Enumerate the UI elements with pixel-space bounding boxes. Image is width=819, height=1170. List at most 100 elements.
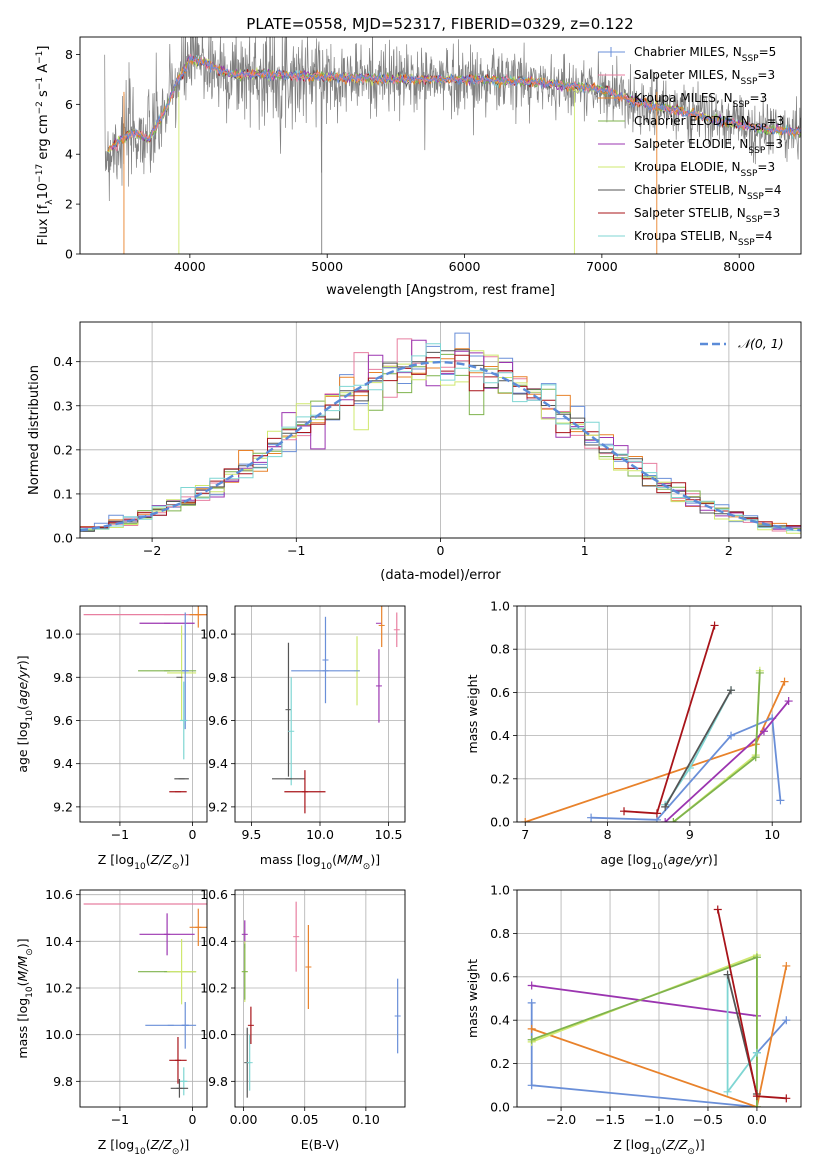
legend-entry-salpeter_stelib: Salpeter STELIB, NSSP=3: [634, 206, 780, 225]
legend-entry-salpeter_miles-part: SSP: [741, 77, 758, 87]
z_age-xlabel-part: (: [146, 852, 151, 867]
z_age-ytick-label: 9.2: [53, 799, 73, 814]
age_weight-xtick-label: 10: [764, 827, 780, 842]
ebv_mass-xtick-label: 0.05: [291, 1112, 319, 1127]
legend-entry-salpeter_stelib-part: =3: [763, 206, 781, 220]
ebv_mass-ytick-label: 9.8: [208, 1074, 228, 1089]
legend-entry-salpeter_stelib-part: Salpeter STELIB, N: [634, 206, 746, 220]
age_weight-marker-chabrier_miles: [587, 813, 596, 822]
mass_age-ytick-label: 9.6: [208, 713, 228, 728]
spectrum-model-salpeter_miles: [109, 53, 801, 152]
ebv_mass-xlabel: E(B-V): [301, 1137, 340, 1152]
residuals-xtick-label: −1: [287, 543, 305, 558]
residuals-ylabel: Normed distribution: [27, 365, 42, 495]
z_weight-xtick-label: −1.5: [595, 1112, 625, 1127]
z_mass-xlabel-part: Z [log: [98, 1137, 134, 1152]
z_mass-ylabel-part: )]: [15, 938, 30, 948]
z_age-ytick-label: 9.6: [53, 713, 73, 728]
legend-entry-chabrier_miles-part: SSP: [742, 54, 759, 64]
z_weight-line-salpeter_elodie: [531, 984, 758, 1017]
spectrum-ytick-label: 0: [65, 247, 73, 262]
mass_age-ytick-label: 9.8: [208, 670, 228, 685]
mass_age-xlabel-part: M/M: [337, 852, 363, 867]
age_weight-marker-chabrier_elodie: [669, 818, 678, 822]
z_weight-marker-salpeter_stelib: [752, 1092, 761, 1101]
mass_age-xlabel-part: mass [log: [260, 852, 321, 867]
legend-entry-kroupa_elodie-part: SSP: [741, 169, 758, 179]
age_weight-marker-chabrier_elodie: [755, 668, 764, 677]
mass_age-xtick-label: 9.5: [242, 827, 262, 842]
ebv_mass-frame: [234, 889, 406, 1108]
spectrum-ytick-label: 6: [65, 97, 73, 112]
age_weight-marker-salpeter_stelib: [710, 621, 719, 630]
spectrum-xtick-label: 7000: [586, 259, 618, 274]
z_weight-xtick-label: −2.0: [546, 1112, 576, 1127]
mass_age-xlabel: mass [log10(M/M⊙)]: [260, 852, 380, 872]
residuals-ytick-label: 0.2: [53, 442, 73, 457]
z_mass-ytick-label: 10.6: [45, 887, 73, 902]
z_weight-marker-salpeter_stelib: [782, 1094, 791, 1103]
z_mass-ylabel-part: 10: [25, 986, 35, 998]
z_weight-marker-salpeter_stelib: [713, 905, 722, 914]
spectrum-ylabel-part: −1: [35, 51, 45, 64]
z_weight-frame: [516, 889, 802, 1108]
age_weight-xlabel-part: age/yr: [668, 852, 709, 867]
spectrum-ylabel-part: −1: [35, 77, 45, 90]
age_weight-marker-chabrier_miles: [776, 796, 785, 805]
residuals-xtick-label: 1: [581, 543, 589, 558]
age_weight-line-chabrier_stelib: [664, 689, 732, 808]
mass_age-plot-area: [272, 606, 400, 814]
z_mass-ytick-label: 9.8: [53, 1074, 73, 1089]
ebv_mass-ytick-label: 10.4: [200, 934, 228, 949]
z_mass-xlabel-part: ⊙: [172, 1147, 180, 1157]
age_weight-ytick-label: 0.2: [490, 771, 510, 786]
age_weight-marker-chabrier_stelib: [661, 802, 670, 811]
z_weight-line-kroupa_elodie: [531, 953, 758, 1107]
spectrum-ylabel-part: s: [36, 90, 51, 101]
age_weight-marker-chabrier_elodie: [751, 753, 760, 762]
z_mass-ytick-label: 10.4: [45, 934, 73, 949]
z_age-xtick-label: 0: [189, 827, 197, 842]
spectrum-ylabel-part: −2: [35, 101, 45, 114]
z_mass-xtick-label: −1: [111, 1112, 129, 1127]
z_weight-xlabel-part: Z/Z: [665, 1137, 688, 1152]
z_age-xtick-label: −1: [111, 827, 129, 842]
age_weight-plot-area: [521, 621, 793, 822]
legend-entry-chabrier_elodie-part: Chabrier ELODIE, N: [634, 114, 750, 128]
age_weight-frame: [516, 605, 802, 823]
legend-entry-salpeter_stelib-part: SSP: [746, 215, 763, 225]
z_mass-xlabel-part: (: [146, 1137, 151, 1152]
spectrum-xtick-label: 8000: [723, 259, 755, 274]
z_age-xlabel-part: Z/Z: [150, 852, 173, 867]
z_age-ytick-label: 9.4: [53, 756, 73, 771]
z_weight-ytick-label: 0.4: [490, 1013, 510, 1028]
z_weight-xlabel-part: (: [661, 1137, 666, 1152]
legend-entry-salpeter_elodie: Salpeter ELODIE, NSSP=3: [634, 137, 783, 156]
spectrum-ylabel-part: −17: [35, 164, 45, 183]
z_weight-xtick-label: −0.5: [693, 1112, 723, 1127]
residuals-ytick-label: 0.3: [53, 398, 73, 413]
legend-entry-kroupa_stelib-part: SSP: [738, 238, 755, 248]
z_mass-ylabel: mass [log10(M/M⊙)]: [15, 938, 35, 1058]
residuals-xtick-label: 2: [725, 543, 733, 558]
age_weight-xtick-label: 9: [686, 827, 694, 842]
age_weight-marker-salpeter_elodie: [661, 818, 670, 822]
spectrum-ytick-label: 2: [65, 197, 73, 212]
spectrum-ylabel-part: λ: [45, 199, 55, 205]
legend-entry-kroupa_miles: Kroupa MILES, NSSP=3: [634, 91, 767, 110]
z_mass-xlabel-part: Z/Z: [150, 1137, 173, 1152]
age_weight-xtick-label: 7: [521, 827, 529, 842]
mass_age-xlabel-part: )]: [370, 852, 380, 867]
residuals-xtick-label: 0: [437, 543, 445, 558]
ebv_mass-plot-area: [241, 901, 401, 1098]
z_weight-xtick-label: 0.0: [747, 1112, 767, 1127]
z_weight-marker-chabrier_elodie: [752, 1103, 761, 1107]
z_weight-ylabel: mass weight: [465, 959, 480, 1038]
legend-entry-kroupa_stelib-part: Kroupa STELIB, N: [634, 229, 738, 243]
z_weight-line-chabrier_miles: [530, 1002, 787, 1107]
z_weight-line-kroupa_miles: [531, 965, 788, 1107]
z_weight-ytick-label: 0.2: [490, 1056, 510, 1071]
z_weight-marker-kroupa_miles: [527, 1024, 536, 1033]
z_mass-ytick-label: 10.2: [45, 981, 73, 996]
